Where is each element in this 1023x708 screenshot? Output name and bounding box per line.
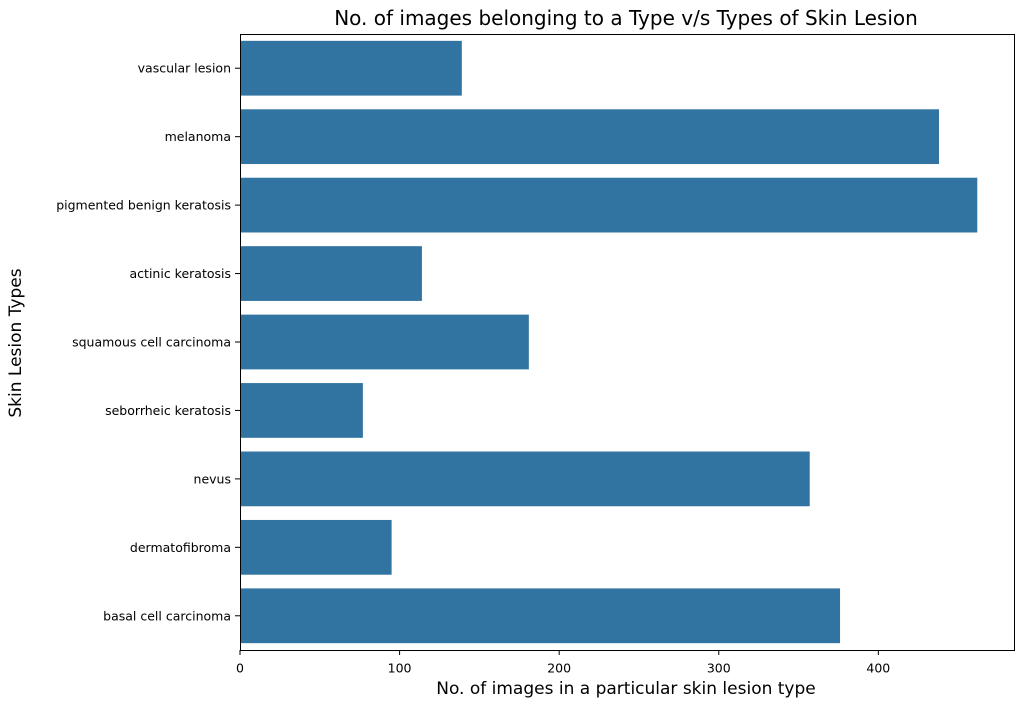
y-tick-label: vascular lesion [138,61,231,76]
x-axis-ticks: 0 100 200 300 400 [236,650,890,676]
y-tick-label: basal cell carcinoma [103,608,231,623]
x-tick-label: 100 [388,661,412,676]
y-tick-label: dermatofibroma [130,540,231,555]
x-tick-label: 300 [707,661,731,676]
bars-group [240,40,978,644]
bar-basal-cell-carcinoma [240,588,841,644]
bar-dermatofibroma [240,519,392,575]
x-tick-label: 200 [547,661,571,676]
x-tick-label: 400 [866,661,890,676]
x-axis-label: No. of images in a particular skin lesio… [436,679,816,699]
bar-vascular-lesion [240,40,462,96]
y-tick-label: squamous cell carcinoma [72,335,231,350]
y-axis-ticks: vascular lesion melanoma pigmented benign … [56,61,240,623]
y-tick-label: melanoma [165,129,231,144]
y-tick-label: actinic keratosis [130,266,231,281]
x-tick-label: 0 [236,661,244,676]
bar-seborrheic-keratosis [240,383,363,438]
bar-nevus [240,451,810,507]
bar-pigmented-benign-keratosis [240,177,978,233]
bar-melanoma [240,109,939,165]
y-tick-label: seborrheic keratosis [105,403,231,418]
plot-frame [240,34,1015,651]
y-tick-label: nevus [194,471,231,486]
y-tick-label: pigmented benign keratosis [56,198,231,213]
y-axis-label: Skin Lesion Types [6,268,26,417]
bar-actinic-keratosis [240,246,422,301]
chart-title: No. of images belonging to a Type v/s Ty… [334,6,918,30]
bar-squamous-cell-carcinoma [240,314,529,370]
